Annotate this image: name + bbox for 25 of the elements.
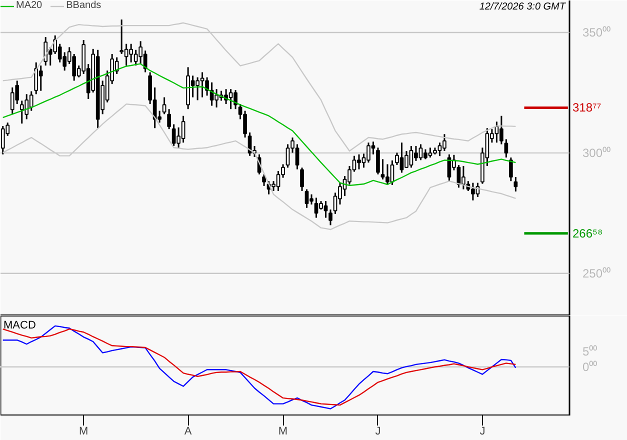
- ref-line-label: 318⁷⁷: [572, 100, 602, 115]
- candlestick: [514, 176, 518, 192]
- candlestick: [262, 174, 266, 187]
- x-tick-label: A: [184, 426, 192, 438]
- y-tick-label: 0⁰⁰: [582, 360, 598, 374]
- chart-title: MACD: [4, 320, 36, 332]
- x-tick-label: M: [278, 426, 288, 438]
- x-tick-label: M: [79, 426, 88, 438]
- y-tick-label: 5⁰⁰: [582, 344, 598, 358]
- legend-label: BBands: [66, 0, 102, 11]
- candlestick: [162, 96, 166, 115]
- y-tick-label: 300⁰⁰: [582, 146, 611, 160]
- candlestick: [504, 138, 508, 158]
- y-tick-label: 350⁰⁰: [582, 26, 611, 40]
- x-tick-label: J: [375, 426, 381, 438]
- annotation: 12/7/2026 3:0 GMT: [479, 2, 566, 12]
- candlestick: [328, 208, 332, 226]
- candlestick: [300, 166, 304, 192]
- y-tick-label: 250⁰⁰: [582, 266, 611, 280]
- candlestick: [376, 146, 380, 176]
- candlestick: [509, 156, 513, 182]
- legend-label: MA20: [16, 0, 42, 11]
- x-tick-label: J: [480, 426, 486, 438]
- ref-line-label: 266⁵⁸: [572, 226, 603, 240]
- candlestick: [167, 108, 171, 130]
